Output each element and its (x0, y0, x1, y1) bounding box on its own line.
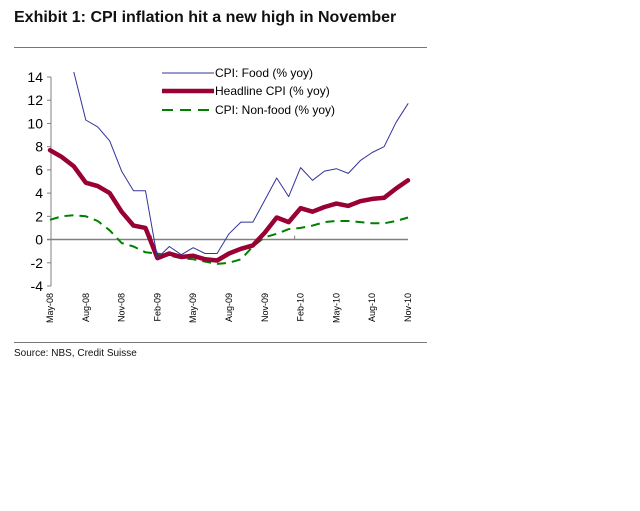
x-tick-label: Aug-08 (81, 293, 91, 322)
x-tick-label: Aug-10 (367, 293, 377, 322)
y-tick-label: 2 (35, 208, 43, 224)
series-line-headline-cpi-yoy (47, 147, 411, 263)
y-tick-label: -2 (31, 255, 44, 271)
y-tick-label: 6 (35, 162, 43, 178)
x-tick-label: May-09 (188, 293, 198, 323)
y-tick-label: 0 (35, 232, 43, 248)
x-tick-label: Nov-08 (117, 293, 127, 322)
x-tick-label: Aug-09 (224, 293, 234, 322)
y-tick-label: -4 (31, 278, 44, 294)
y-tick-label: 8 (35, 139, 43, 155)
top-divider (14, 47, 427, 48)
y-tick-label: 4 (35, 185, 43, 201)
x-tick-label: May-10 (331, 293, 341, 323)
x-tick-label: Nov-10 (403, 293, 413, 322)
x-tick-label: May-08 (45, 293, 55, 323)
y-tick-label: 10 (27, 115, 43, 131)
source-note: Source: NBS, Credit Suisse (14, 348, 137, 359)
series-line-cpi-food-yoy (73, 71, 409, 259)
x-tick-label: Nov-09 (260, 293, 270, 322)
y-tick-label: 14 (27, 69, 43, 85)
series-line-cpi-non-food-yoy (49, 214, 409, 265)
legend-label: CPI: Non-food (% yoy) (215, 103, 335, 117)
series-layer (47, 71, 411, 265)
x-tick-label: Feb-09 (152, 293, 162, 322)
bottom-divider (14, 342, 427, 343)
y-tick-label: 12 (27, 92, 43, 108)
chart-title: Exhibit 1: CPI inflation hit a new high … (14, 9, 397, 26)
x-tick-label: Feb-10 (296, 293, 306, 322)
legend-label: Headline CPI (% yoy) (215, 84, 330, 98)
legend-label: CPI: Food (% yoy) (215, 66, 313, 80)
legend: CPI: Food (% yoy) Headline CPI (% yoy) CPI… (162, 66, 335, 117)
